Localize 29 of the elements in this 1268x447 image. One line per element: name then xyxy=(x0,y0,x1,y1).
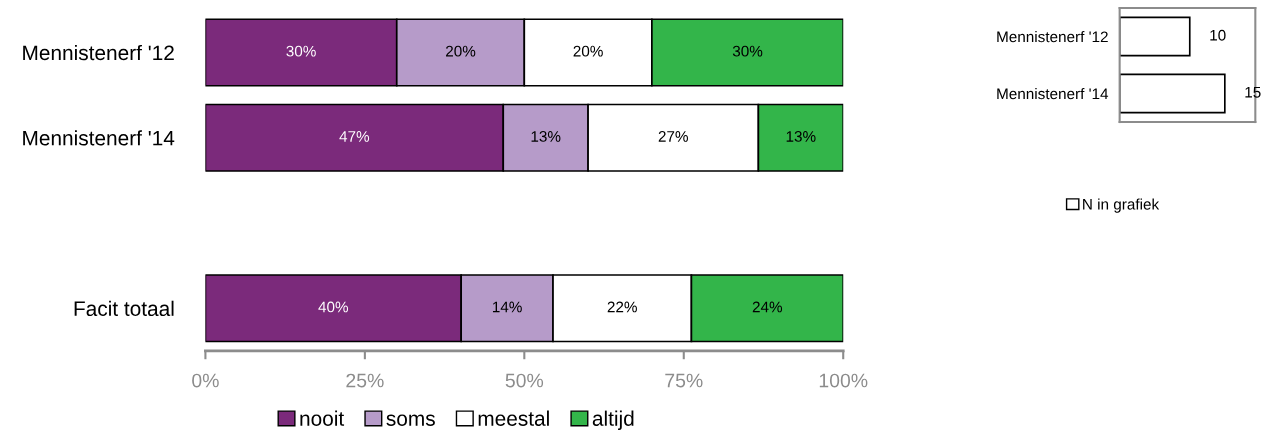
x-tick-label: 100% xyxy=(819,373,868,388)
data-label: 40% xyxy=(318,301,349,313)
x-tick-label: 50% xyxy=(505,373,544,388)
data-label: 13% xyxy=(531,131,561,142)
y-tick-label: Mennistenerf '12 xyxy=(23,44,174,61)
data-label: 14% xyxy=(492,301,522,313)
data-label: 20% xyxy=(573,45,603,57)
y-tick-label: Mennistenerf '14 xyxy=(23,130,175,146)
data-label: 47% xyxy=(339,131,370,142)
y-tick-label: Mennistenerf '14 xyxy=(997,88,1109,100)
data-label: 15 xyxy=(1245,86,1261,98)
legend-label: soms xyxy=(386,414,435,426)
legend-label: meestal xyxy=(478,410,549,426)
legend-label: N in grafiek xyxy=(1083,198,1160,213)
legend-label: nooit xyxy=(300,410,345,426)
data-label: 22% xyxy=(607,301,637,313)
data-label: 13% xyxy=(786,131,816,142)
data-label: 27% xyxy=(658,131,688,142)
data-label: 10 xyxy=(1210,29,1226,41)
data-label: 24% xyxy=(752,301,783,313)
y-tick-label: Facit totaal xyxy=(74,300,174,317)
x-tick-label: 0% xyxy=(192,373,219,388)
x-tick-label: 75% xyxy=(665,373,703,388)
data-label: 20% xyxy=(446,45,476,57)
data-label: 30% xyxy=(732,45,763,57)
y-tick-label: Mennistenerf '12 xyxy=(997,31,1108,43)
legend-label: altijd xyxy=(592,410,634,431)
data-label: 30% xyxy=(286,45,316,57)
x-tick-label: 25% xyxy=(346,373,384,388)
